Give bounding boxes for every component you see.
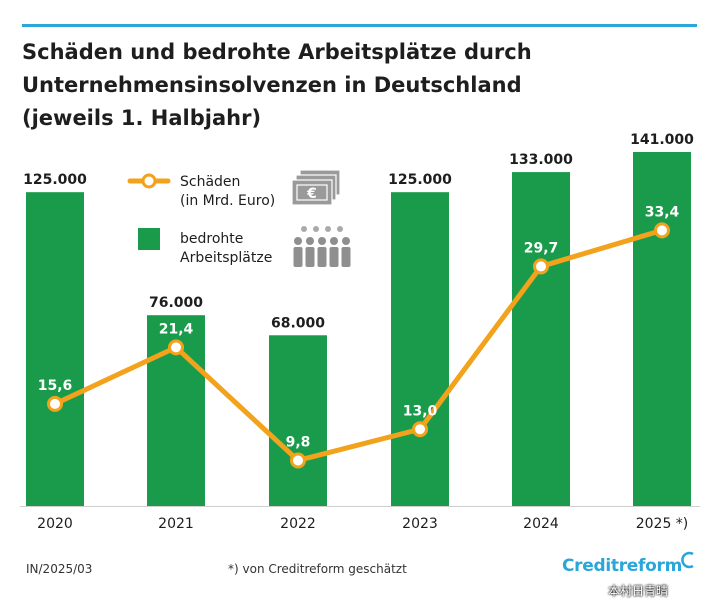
person-body xyxy=(341,247,351,267)
bar-2020 xyxy=(26,192,84,506)
person-head-back xyxy=(313,226,319,232)
bar-2024 xyxy=(512,172,570,506)
legend-bar-label-2: Arbeitsplätze xyxy=(180,250,273,266)
creditreform-logo-mark-icon xyxy=(681,551,694,569)
x-tick-label: 2025 *) xyxy=(636,516,689,532)
person-head-back xyxy=(337,226,343,232)
damages-value-label: 21,4 xyxy=(159,321,194,337)
x-tick-label: 2023 xyxy=(402,516,438,532)
person-head xyxy=(318,237,326,245)
bar-value-label: 125.000 xyxy=(388,172,452,188)
x-tick-label: 2020 xyxy=(37,516,73,532)
title-line-1: Schäden und bedrohte Arbeitsplätze durch xyxy=(22,40,532,64)
bar-value-label: 125.000 xyxy=(23,172,87,188)
person-body xyxy=(293,247,303,267)
x-tick-label: 2021 xyxy=(158,516,194,532)
damages-point xyxy=(290,452,306,469)
damages-line xyxy=(52,227,665,463)
person-head xyxy=(294,237,302,245)
watermark: 本村日青晴 xyxy=(608,584,669,598)
bar-value-label: 68.000 xyxy=(271,315,325,331)
damages-point xyxy=(654,222,670,239)
bar-2022 xyxy=(269,335,327,506)
banknote xyxy=(291,179,333,206)
x-tick-label: 2024 xyxy=(523,516,559,532)
legend-line-label-1: Schäden xyxy=(180,174,241,190)
title-line-3: (jeweils 1. Halbjahr) xyxy=(22,106,262,130)
legend-bar-swatch xyxy=(138,228,160,250)
euro-sign: € xyxy=(306,186,317,202)
person-head xyxy=(306,237,314,245)
footer-code: IN/2025/03 xyxy=(26,562,93,576)
person-head xyxy=(342,237,350,245)
person-body xyxy=(329,247,339,267)
person-head-back xyxy=(301,226,307,232)
person-body xyxy=(305,247,315,267)
banknote-inner xyxy=(296,184,328,201)
damages-point xyxy=(412,421,428,438)
person-head-back xyxy=(325,226,331,232)
bar-value-label: 133.000 xyxy=(509,152,573,168)
damages-value-label: 9,8 xyxy=(286,434,311,450)
damages-point xyxy=(533,258,549,275)
bar-value-label: 141.000 xyxy=(630,132,694,148)
damages-value-label: 15,6 xyxy=(38,378,73,394)
bar-2025 xyxy=(633,152,691,506)
bar-2023 xyxy=(391,192,449,506)
damages-value-label: 33,4 xyxy=(645,204,680,220)
footer-note: *) von Creditreform geschätzt xyxy=(228,562,407,576)
legend-line-label: Schäden (in Mrd. Euro) xyxy=(180,173,275,211)
top-rule xyxy=(22,24,697,27)
creditreform-logo: Creditreform xyxy=(562,556,682,576)
bar-value-label: 76.000 xyxy=(149,295,203,311)
damages-point xyxy=(168,339,184,356)
chart-title: Schäden und bedrohte Arbeitsplätze durch… xyxy=(22,36,662,135)
title-line-2: Unternehmensinsolvenzen in Deutschland xyxy=(22,73,522,97)
euro-banknotes-icon: € xyxy=(291,169,341,206)
damages-value-label: 29,7 xyxy=(524,240,559,256)
x-tick-label: 2022 xyxy=(280,516,316,532)
legend-line-marker xyxy=(141,173,157,189)
damages-value-label: 13,0 xyxy=(403,403,438,419)
people-group-icon xyxy=(293,226,351,267)
legend-line-label-2: (in Mrd. Euro) xyxy=(180,193,276,209)
damages-point xyxy=(47,395,63,412)
person-head xyxy=(330,237,338,245)
legend-bar-label: bedrohte Arbeitsplätze xyxy=(180,230,272,268)
legend-bar-label-1: bedrohte xyxy=(180,231,244,247)
person-body xyxy=(317,247,327,267)
